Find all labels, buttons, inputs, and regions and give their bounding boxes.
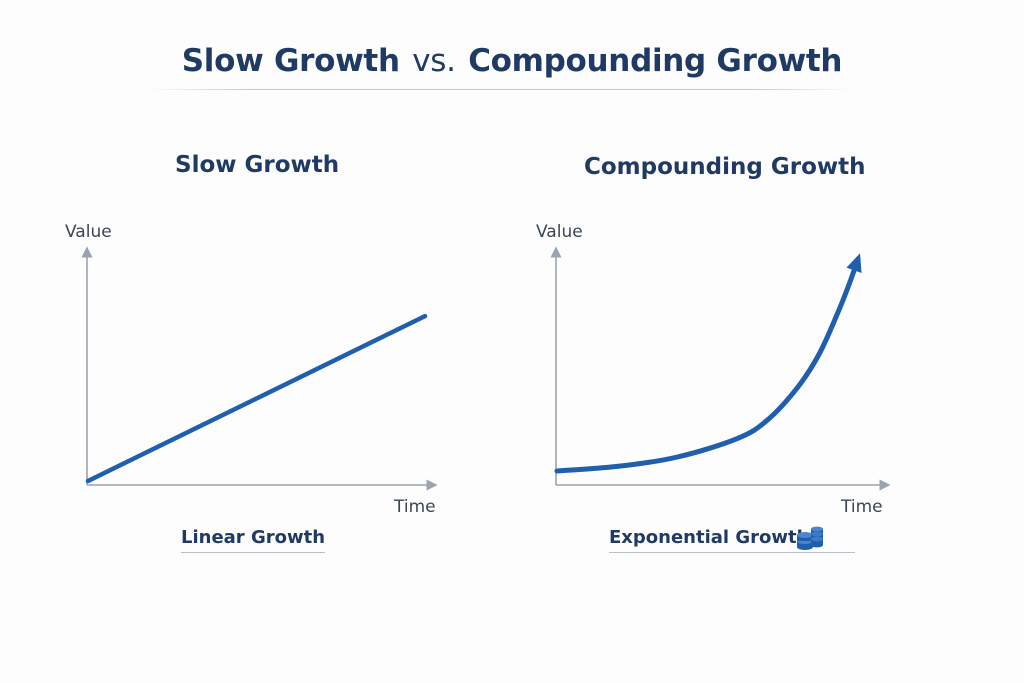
right-series-line [554,256,861,474]
right-chart-title: Compounding Growth [584,154,866,180]
title-part-slow: Slow Growth [181,43,400,79]
left-y-axis-label: Value [65,222,112,242]
coin-stack-icon [797,526,823,550]
title-part-compounding: Compounding Growth [468,43,843,79]
left-x-axis-label: Time [394,497,436,517]
right-y-axis-label: Value [536,222,583,242]
page-title: Slow Growth vs. Compounding Growth [0,43,1024,79]
left-series-line [85,313,428,484]
left-chart-title: Slow Growth [175,152,340,178]
right-series-arrowhead [846,253,862,273]
title-divider [145,89,855,90]
right-chart-caption-text: Exponential Growth [609,527,810,548]
right-chart-caption: Exponential Growth [609,527,856,553]
title-vs: vs. [412,43,456,79]
right-x-axis-label: Time [841,497,883,517]
left-chart-caption: Linear Growth [181,527,326,553]
